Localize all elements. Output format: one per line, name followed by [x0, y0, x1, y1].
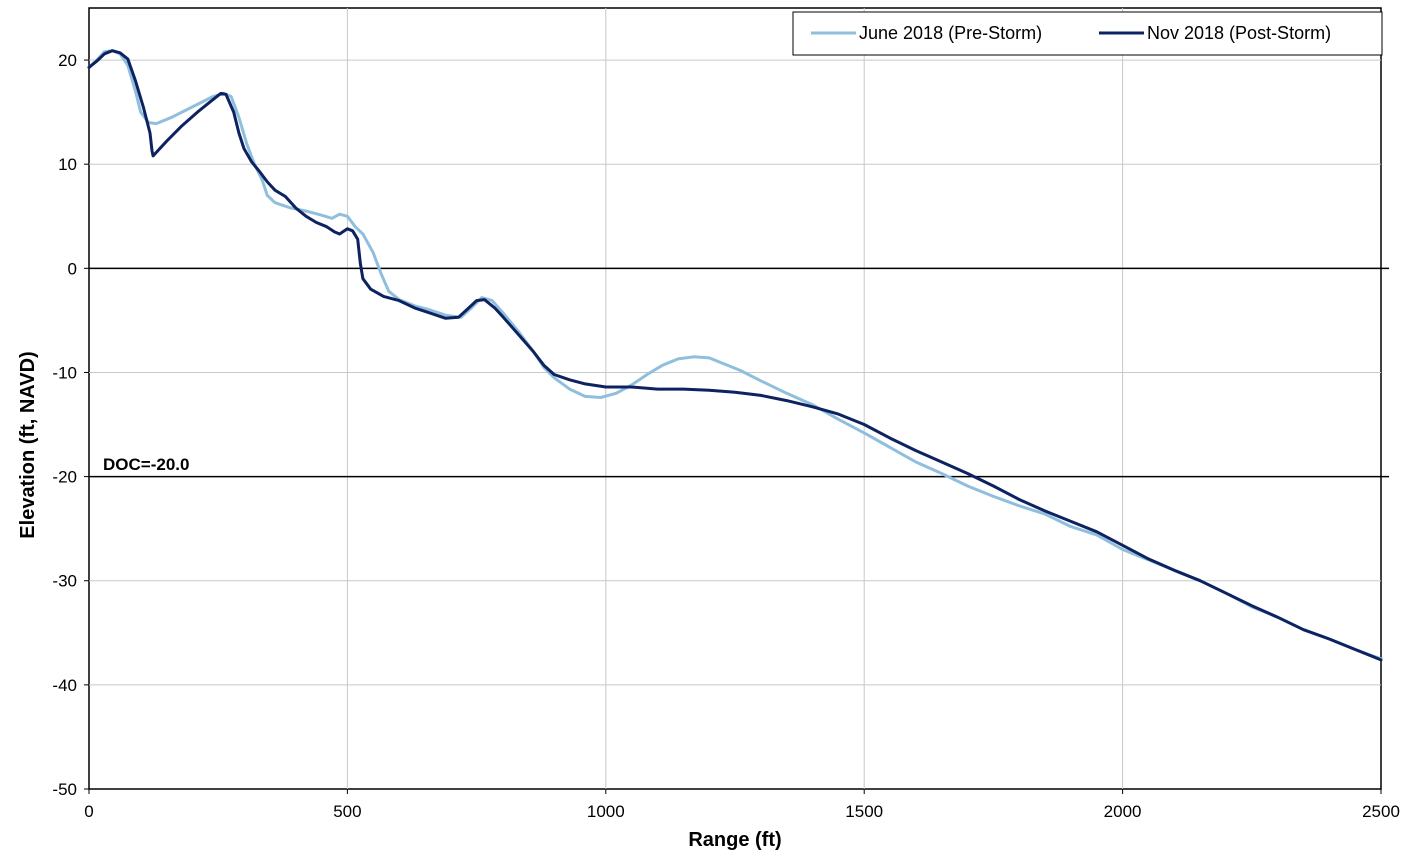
doc-annotation: DOC=-20.0 [103, 455, 189, 474]
y-tick-label: -30 [52, 572, 77, 591]
plot-area [88, 7, 1382, 790]
x-tick-label: 0 [84, 802, 93, 821]
legend-label-june-2018: June 2018 (Pre-Storm) [859, 23, 1042, 43]
y-tick-label: 0 [68, 259, 77, 278]
y-tick-label: -40 [52, 676, 77, 695]
nov-2018-post-storm-line [87, 49, 1383, 662]
y-tick-label: -50 [52, 780, 77, 799]
tick-labels: 0 500 1000 1500 2000 2500 20 10 0 -10 -20 -30 -40 -50 [52, 51, 1399, 821]
legend-label-nov-2018: Nov 2018 (Post-Storm) [1147, 23, 1331, 43]
legend-box [792, 11, 1383, 56]
x-tick-label: 500 [333, 802, 361, 821]
x-tick-label: 2500 [1362, 802, 1400, 821]
y-tick-label: 10 [58, 155, 77, 174]
x-axis-title: Range (ft) [688, 829, 781, 851]
legend: June 2018 (Pre-Storm) Nov 2018 (Post-Sto… [792, 11, 1383, 56]
y-tick-label: -10 [52, 363, 77, 382]
x-tick-label: 2000 [1104, 802, 1142, 821]
y-tick-label: 20 [58, 51, 77, 70]
x-tick-label: 1500 [845, 802, 883, 821]
y-tick-label: -20 [52, 468, 77, 487]
reference-lines [89, 267, 1389, 478]
x-tick-label: 1000 [587, 802, 625, 821]
y-axis-title: Elevation (ft, NAVD) [17, 351, 39, 538]
series-lines [87, 49, 1383, 662]
